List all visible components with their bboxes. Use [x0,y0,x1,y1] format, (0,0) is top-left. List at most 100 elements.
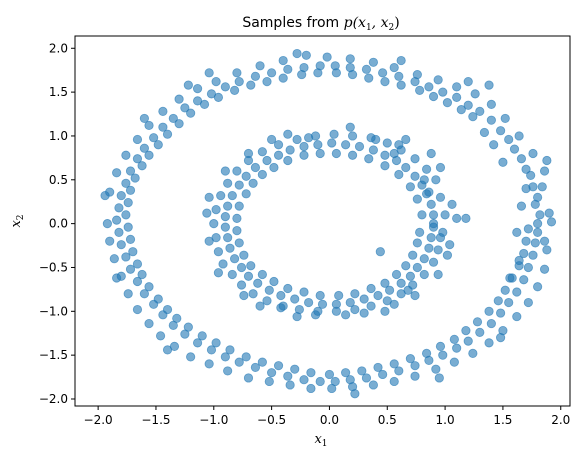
data-point [243,271,254,281]
data-point [121,210,131,220]
data-point [304,297,314,308]
data-point [428,210,439,220]
data-point [211,76,221,87]
data-point [415,227,425,237]
data-point [213,92,224,102]
data-point [257,169,267,180]
y-tick-label: 0.0 [49,217,68,231]
data-point [516,201,527,211]
data-point [162,304,173,315]
data-point [389,299,399,309]
data-point [250,71,261,81]
data-point [306,383,316,394]
data-point [168,113,178,124]
data-point [433,245,443,255]
data-point [350,289,360,299]
data-point [533,192,543,202]
data-point [539,236,550,246]
data-point [526,170,536,181]
data-point [331,68,341,78]
data-point [405,354,415,364]
data-point [239,290,249,301]
data-point [204,236,214,246]
data-point [112,168,122,178]
x-tick-label: 2.0 [551,413,570,427]
data-point [428,91,439,102]
data-point [542,245,552,255]
data-point [535,210,545,220]
chart-title: Samples from p(x1, x2) [242,15,399,33]
data-point [394,71,404,81]
data-point [475,327,485,337]
data-point [186,352,196,362]
data-point [197,331,207,341]
data-point [470,89,480,99]
data-point [276,303,286,313]
data-point [347,131,358,141]
data-point [112,273,122,283]
data-point [401,134,411,145]
data-point [299,375,309,385]
data-point [223,201,233,211]
data-point [378,68,388,78]
data-point [419,269,429,280]
data-point [232,226,242,236]
data-point [183,80,193,90]
data-point [278,73,288,83]
data-point [172,313,182,323]
data-point [421,164,432,174]
x-tick-label: 1.0 [436,413,455,427]
data-point [232,213,242,223]
data-point [509,144,520,154]
data-point [373,362,383,373]
data-point [428,222,439,232]
data-point [144,318,154,329]
data-point [243,148,254,159]
data-point [125,234,136,245]
data-point [394,169,404,180]
data-point [234,180,244,190]
data-point [304,133,314,143]
data-point [313,140,323,150]
data-point [192,84,203,94]
data-point [241,189,251,199]
data-point [132,259,143,269]
data-point [246,80,256,90]
data-point [486,99,496,109]
data-point [232,166,242,176]
data-point [371,134,381,145]
data-point [401,261,411,271]
data-point [114,227,124,237]
data-point [202,208,212,218]
data-point [380,306,390,316]
data-point [431,175,441,185]
data-point [209,219,219,229]
data-point [341,368,351,378]
data-point [424,82,434,92]
data-point [461,213,471,223]
data-point [139,113,149,124]
data-point [396,80,406,90]
data-point [155,331,166,341]
data-point [132,154,143,164]
data-point [162,129,173,139]
data-point [116,240,126,250]
data-point [211,205,221,215]
data-point [433,269,443,280]
data-point [262,155,272,166]
data-point [364,154,374,164]
data-point [361,64,372,74]
x-tick-label: −1.5 [141,413,170,427]
data-point [528,148,538,159]
data-point [412,238,422,248]
data-point [378,369,388,380]
data-point [403,285,413,295]
data-point [248,178,258,188]
data-point [468,348,478,358]
data-point [310,310,321,320]
data-point [174,119,184,129]
data-point [539,264,550,274]
data-point [396,55,406,66]
data-point [315,290,325,301]
data-point [350,389,360,399]
